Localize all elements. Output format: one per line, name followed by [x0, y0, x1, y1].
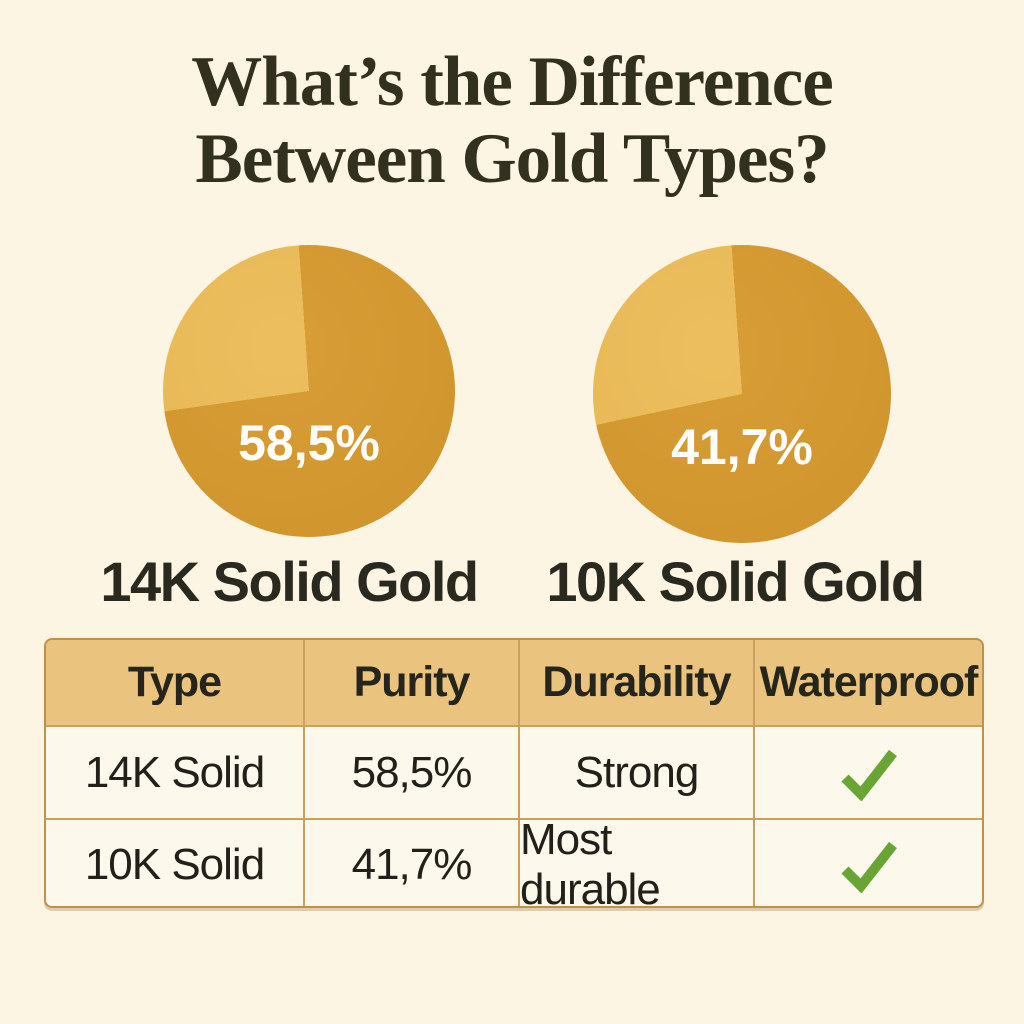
- pie-chart-14k: 58,5%: [163, 245, 455, 537]
- page-title-line2: Between Gold Types?: [195, 119, 829, 198]
- table-cell-type-14k: 14K Solid: [46, 727, 305, 820]
- pie-chart-10k: 41,7%: [593, 245, 891, 543]
- table-cell-durability-10k: Most durable: [520, 815, 755, 906]
- table-header-waterproof: Waterproof: [755, 640, 982, 727]
- table-header-purity: Purity: [305, 640, 520, 727]
- pie-value-label-14k: 58,5%: [238, 415, 380, 472]
- table-cell-purity-10k: 41,7%: [305, 820, 520, 906]
- table-cell-waterproof-10k: [755, 820, 982, 906]
- page-title-line1: What’s the Difference: [191, 43, 833, 121]
- comparison-table: Type Purity Durability Waterproof 14K So…: [44, 638, 984, 908]
- page-title: What’s the Difference Between Gold Types…: [0, 44, 1024, 197]
- pie-value-label-10k: 41,7%: [671, 418, 813, 475]
- table-cell-type-10k: 10K Solid: [46, 820, 305, 906]
- table-header-durability: Durability: [520, 640, 755, 727]
- table-header-type: Type: [46, 640, 305, 727]
- pie-caption-14k: 14K Solid Gold: [100, 550, 479, 613]
- checkmark-icon: [840, 841, 897, 893]
- pie-caption-10k: 10K Solid Gold: [546, 550, 925, 613]
- checkmark-icon: [840, 749, 897, 801]
- table-cell-waterproof-14k: [755, 727, 982, 820]
- table-cell-purity-14k: 58,5%: [305, 727, 520, 820]
- table-cell-durability-14k: Strong: [520, 727, 755, 820]
